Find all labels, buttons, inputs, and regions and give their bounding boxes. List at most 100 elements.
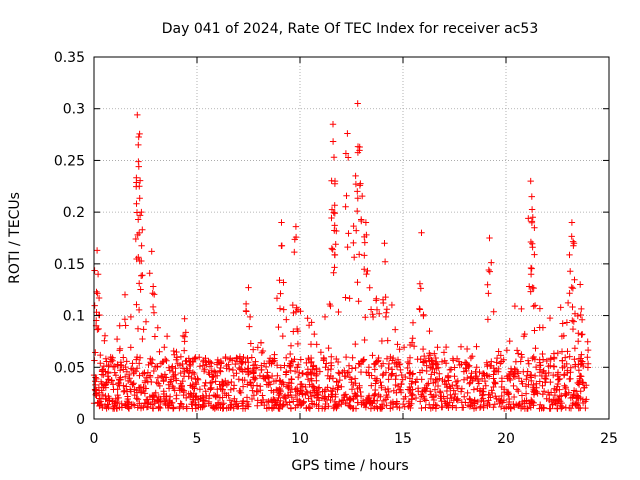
data-point xyxy=(420,393,427,400)
data-point xyxy=(358,217,365,225)
data-point xyxy=(388,301,396,309)
data-point xyxy=(408,395,415,403)
data-point xyxy=(547,389,555,396)
data-point xyxy=(443,384,451,391)
data-point xyxy=(416,280,424,287)
data-point xyxy=(515,350,522,357)
data-point xyxy=(533,380,540,387)
data-point xyxy=(495,396,503,403)
data-point xyxy=(431,386,439,393)
data-point xyxy=(322,403,329,411)
data-point xyxy=(388,372,395,379)
data-point xyxy=(170,347,177,355)
data-point xyxy=(279,332,286,340)
data-point xyxy=(259,392,266,399)
data-point xyxy=(378,362,385,370)
data-point xyxy=(223,381,230,388)
data-point xyxy=(308,398,315,405)
data-point xyxy=(371,404,378,412)
data-point xyxy=(366,372,373,379)
data-point xyxy=(123,383,130,390)
plot-frame xyxy=(93,56,610,420)
data-point xyxy=(188,401,196,408)
data-point xyxy=(451,364,458,371)
data-point xyxy=(166,367,173,374)
data-point xyxy=(512,358,520,365)
data-point xyxy=(513,347,521,354)
data-point xyxy=(193,393,200,400)
y-tick-label: 0.05 xyxy=(54,360,85,376)
data-point xyxy=(524,357,532,364)
data-point xyxy=(121,387,128,394)
data-point xyxy=(278,242,285,249)
data-point xyxy=(528,193,535,200)
data-point xyxy=(556,386,563,393)
data-point xyxy=(334,358,342,366)
data-point xyxy=(110,363,117,371)
data-point xyxy=(568,233,575,240)
data-point xyxy=(188,374,195,382)
data-point xyxy=(123,358,130,365)
data-point xyxy=(541,375,549,382)
data-point xyxy=(109,354,116,361)
data-point xyxy=(539,391,546,398)
data-point xyxy=(147,373,154,381)
data-point xyxy=(259,347,267,355)
data-point xyxy=(271,355,278,362)
data-point xyxy=(527,271,535,278)
data-point xyxy=(172,365,179,372)
data-point xyxy=(484,281,491,288)
data-point xyxy=(265,374,273,382)
data-point xyxy=(313,365,320,372)
data-point xyxy=(321,313,329,321)
data-point xyxy=(518,392,526,399)
data-point xyxy=(578,351,585,358)
data-point xyxy=(380,370,387,378)
data-point xyxy=(344,243,351,251)
data-point xyxy=(223,405,230,412)
data-point xyxy=(263,398,271,406)
data-point xyxy=(179,360,186,368)
data-point xyxy=(406,383,413,391)
data-point xyxy=(136,400,143,407)
data-point xyxy=(178,385,185,393)
data-point xyxy=(183,403,190,410)
data-point xyxy=(220,404,227,411)
data-point xyxy=(352,391,359,399)
data-point xyxy=(275,405,282,412)
data-point xyxy=(430,379,437,387)
data-point xyxy=(299,383,306,390)
data-point xyxy=(409,319,417,326)
data-point xyxy=(481,377,489,385)
data-point xyxy=(209,374,216,381)
data-point xyxy=(196,386,204,393)
data-point xyxy=(311,370,318,377)
data-point xyxy=(232,360,239,368)
data-point xyxy=(350,222,357,230)
data-point xyxy=(114,391,121,399)
data-point xyxy=(505,391,512,398)
data-point xyxy=(396,346,403,353)
data-point xyxy=(511,403,518,411)
data-point xyxy=(430,361,437,368)
data-point xyxy=(556,375,563,383)
data-point xyxy=(569,317,576,324)
data-point xyxy=(92,387,99,394)
data-point xyxy=(503,347,511,354)
data-point xyxy=(132,235,139,243)
data-point xyxy=(528,265,535,272)
data-point xyxy=(199,403,206,411)
data-point xyxy=(398,371,405,379)
data-point xyxy=(506,398,513,406)
data-point xyxy=(562,404,569,411)
data-point xyxy=(320,394,328,402)
data-point xyxy=(136,212,144,219)
data-point xyxy=(150,367,157,375)
data-point xyxy=(527,264,535,272)
data-point xyxy=(357,393,365,400)
data-point xyxy=(244,381,251,388)
data-point xyxy=(130,380,137,387)
data-point xyxy=(223,362,230,370)
data-point xyxy=(292,391,299,399)
